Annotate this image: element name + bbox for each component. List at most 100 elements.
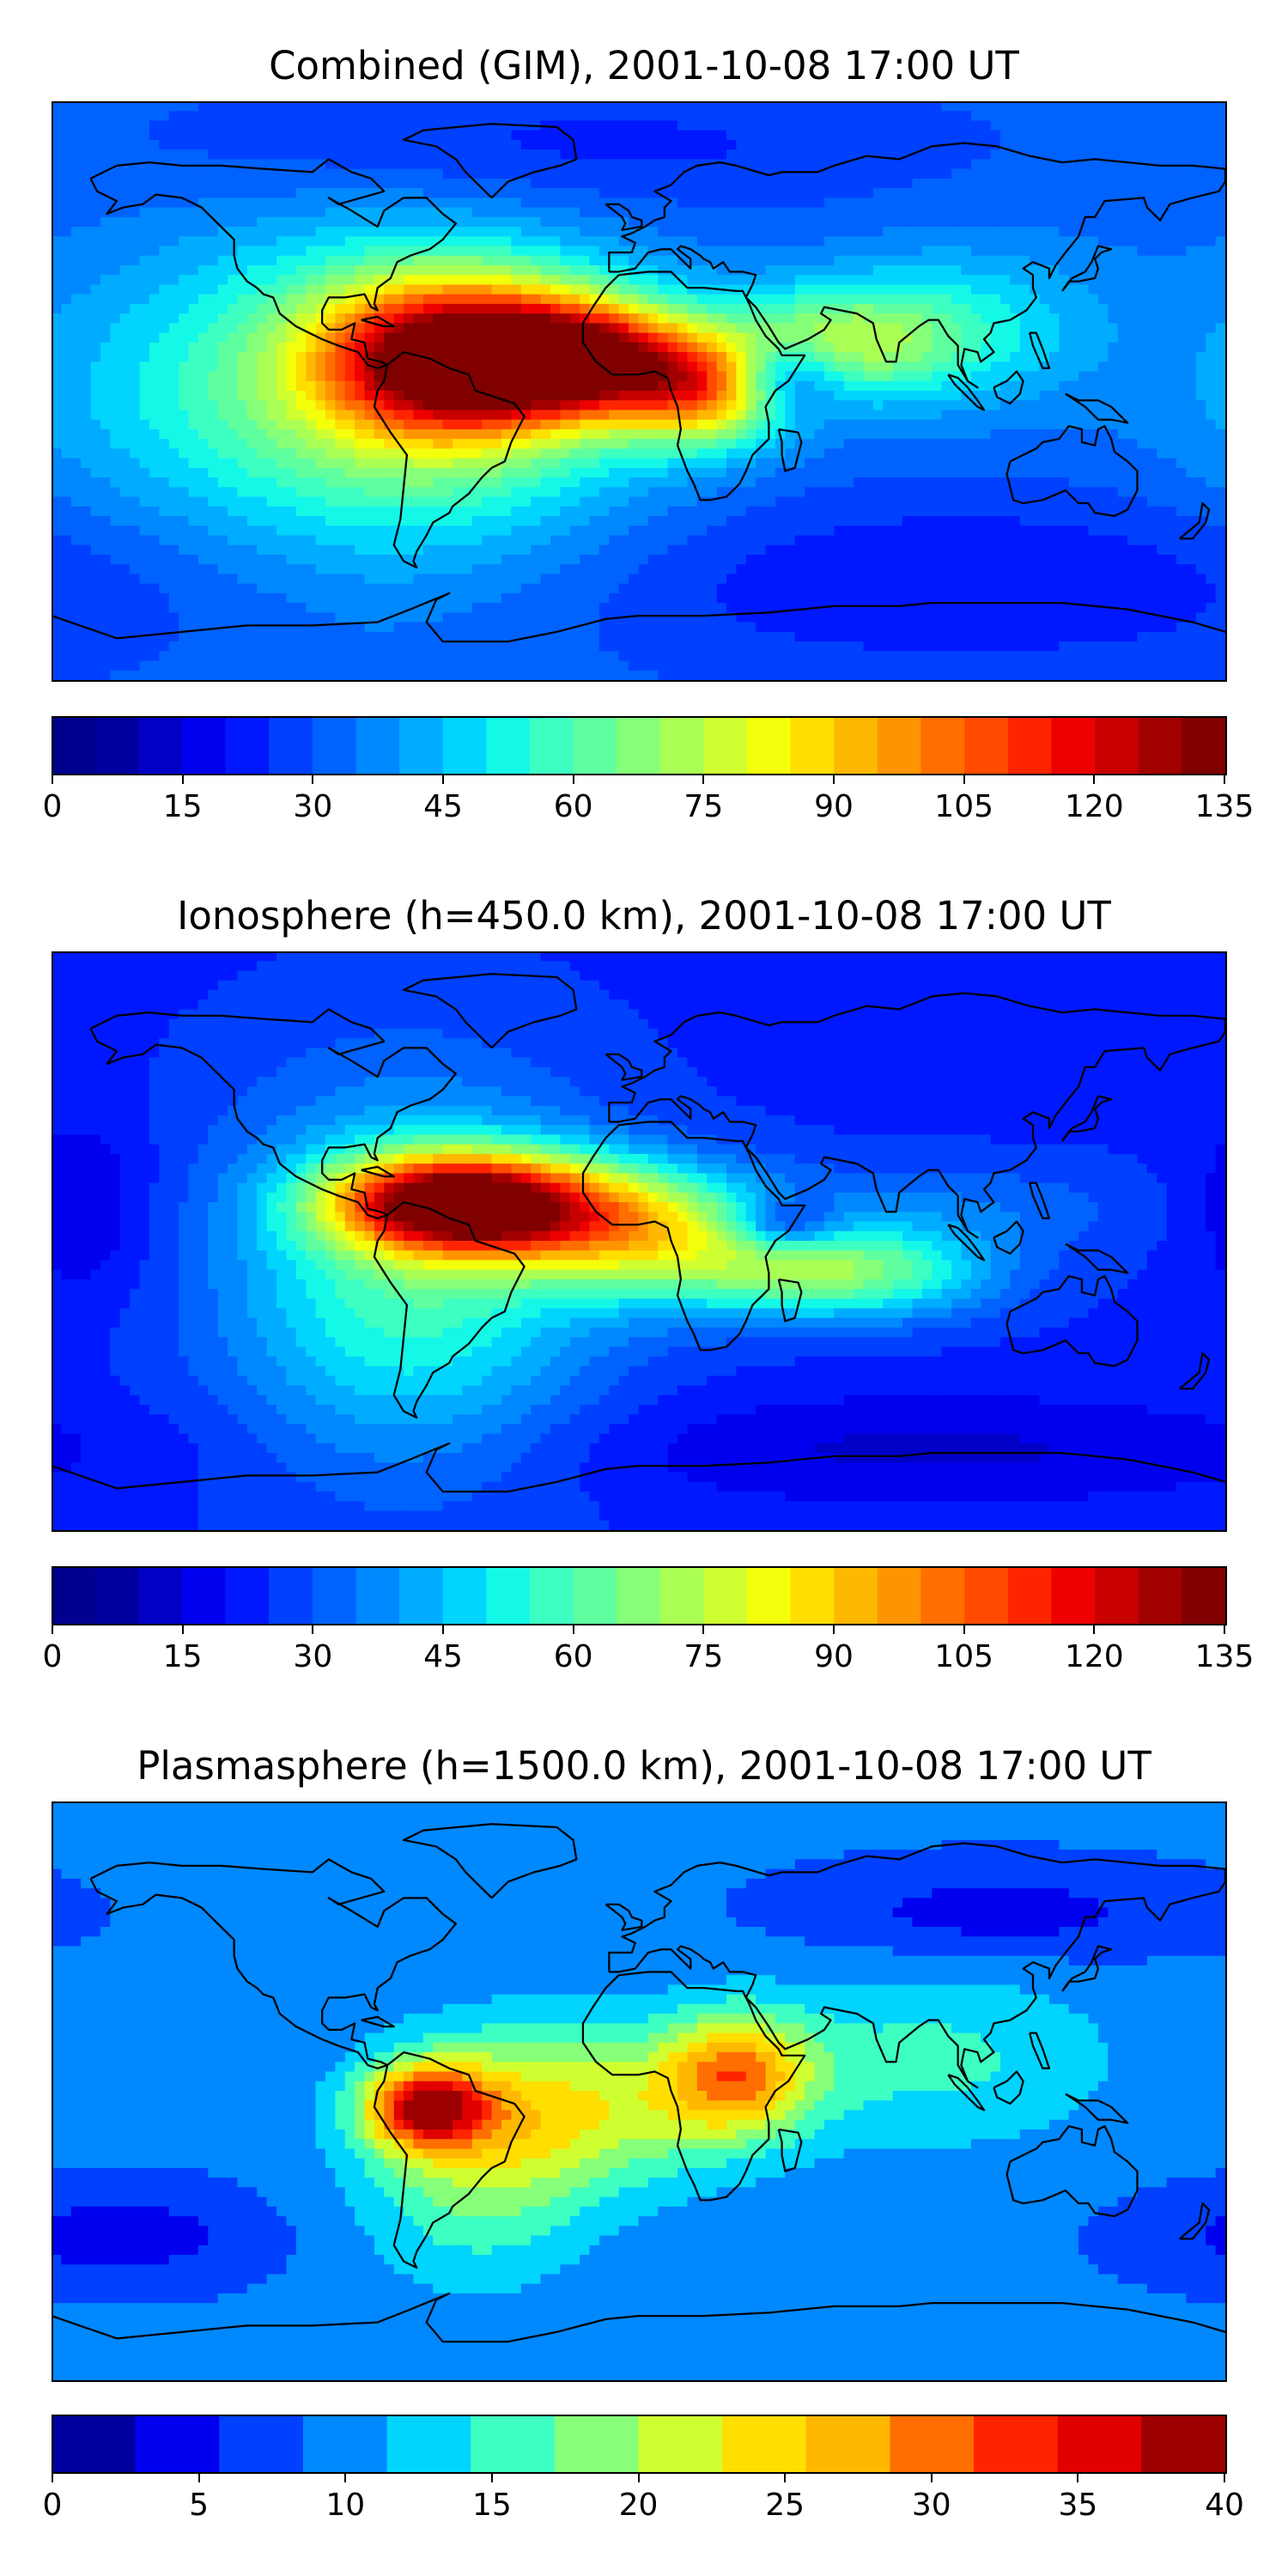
coastline-path	[1179, 2202, 1211, 2240]
colorbar-tick-label: 5	[189, 2488, 209, 2523]
colorbar-tick	[833, 774, 835, 784]
colorbar-tick	[1077, 2472, 1079, 2482]
colorbar-tick-label: 15	[163, 1639, 203, 1674]
colorbar-segment	[703, 716, 748, 774]
colorbar-segment	[964, 716, 1009, 774]
colorbar-segment	[964, 1566, 1009, 1624]
colorbar-tick	[442, 1624, 444, 1634]
colorbar-segment	[529, 716, 574, 774]
colorbar-segment	[617, 1566, 661, 1624]
coastline-path	[1005, 425, 1139, 518]
colorbar-segment	[790, 1566, 835, 1624]
colorbar-tick-label: 75	[683, 1639, 723, 1674]
panel-1-colorbar	[52, 716, 1226, 774]
colorbar-tick-label: 105	[934, 1639, 993, 1674]
colorbar-segment	[703, 1566, 748, 1624]
colorbar-tick-label: 90	[814, 789, 854, 824]
colorbar-tick	[490, 2472, 493, 2482]
colorbar-tick	[52, 774, 53, 784]
colorbar-tick	[1093, 1624, 1096, 1634]
colorbar-tick	[52, 2472, 53, 2482]
coastline-path	[361, 315, 395, 328]
colorbar-tick-label: 60	[554, 1639, 593, 1674]
colorbar-segment	[94, 1566, 139, 1624]
coastline-path	[1005, 1275, 1139, 1368]
colorbar-tick	[930, 2472, 933, 2482]
panel-2-map	[52, 951, 1225, 1530]
colorbar-tick	[963, 1624, 965, 1634]
colorbar-segment	[225, 1566, 270, 1624]
colorbar-tick	[702, 1624, 705, 1634]
coastline-path	[1065, 2093, 1129, 2124]
colorbar-tick-label: 120	[1065, 789, 1124, 824]
colorbar-tick-label: 20	[619, 2488, 659, 2523]
coastline-path	[1029, 331, 1051, 369]
coastline-path	[605, 1903, 643, 1931]
colorbar-tick-label: 0	[43, 2488, 63, 2523]
colorbar-tick-label: 30	[293, 789, 332, 824]
panel-2-colorbar-ticks: 0 15 30 45 60 75 90 105 120 135	[43, 1624, 1254, 1675]
coastline-path	[947, 2074, 986, 2111]
colorbar-segment	[219, 2415, 304, 2472]
coastline-path	[993, 2070, 1024, 2105]
colorbar-tick	[181, 774, 184, 784]
colorbar-segment	[1095, 716, 1139, 774]
coastline-path	[402, 123, 578, 199]
colorbar-segment	[617, 716, 661, 774]
coastline-path	[608, 1842, 1225, 2089]
coastline-path	[89, 1008, 457, 1219]
colorbar-tick-label: 75	[683, 789, 723, 824]
colorbar-segment	[225, 716, 270, 774]
colorbar-tick-label: 105	[934, 789, 993, 824]
colorbar-segment	[312, 1566, 357, 1624]
colorbar-tick-label: 135	[1195, 789, 1255, 824]
coastline-path	[947, 1224, 986, 1261]
colorbar-tick	[1224, 2472, 1225, 2482]
coastlines	[52, 123, 1225, 643]
coastline-path	[1029, 2032, 1051, 2069]
coastline-path	[402, 1823, 578, 1899]
colorbar-segment	[920, 716, 965, 774]
coastline-path	[402, 973, 578, 1049]
colorbar-segment	[805, 2415, 891, 2472]
coastline-path	[1029, 1182, 1051, 1219]
panel-1-colorbar-ticks: 0 15 30 45 60 75 90 105 120 135	[43, 774, 1254, 825]
coastline-path	[1005, 2125, 1139, 2218]
colorbar-segment	[1007, 1566, 1053, 1624]
colorbar-segment	[355, 1566, 400, 1624]
colorbar-tick	[572, 1624, 574, 1634]
coastline-path	[608, 992, 1225, 1239]
colorbar-tick-label: 10	[325, 2488, 365, 2523]
colorbar-segment	[52, 716, 96, 774]
colorbar-segment	[269, 716, 313, 774]
coastline-path	[777, 428, 803, 472]
colorbar-segment	[834, 716, 878, 774]
colorbar-segment	[138, 1566, 183, 1624]
coastline-path	[777, 1278, 803, 1322]
colorbar-segment	[94, 716, 139, 774]
colorbar-tick	[442, 774, 444, 784]
coastline-path	[1065, 1242, 1129, 1274]
coastline-path	[373, 350, 526, 569]
colorbar-segment	[312, 716, 357, 774]
colorbar-tick-label: 35	[1058, 2488, 1097, 2523]
coastline-path	[89, 1858, 457, 2069]
colorbar-segment	[1051, 1566, 1096, 1624]
colorbar-tick-label: 40	[1205, 2488, 1244, 2523]
colorbar-segment	[1182, 716, 1226, 774]
colorbar-segment	[890, 2415, 975, 2472]
colorbar-tick	[181, 1624, 184, 1634]
colorbar-tick-label: 120	[1065, 1639, 1124, 1674]
panel-2-colorbar	[52, 1566, 1226, 1624]
colorbar-segment	[1057, 2415, 1142, 2472]
tec-field-raster	[52, 1801, 1225, 2380]
coastline-path	[1179, 501, 1211, 540]
colorbar-segment	[399, 1566, 444, 1624]
colorbar-segment	[722, 2415, 807, 2472]
colorbar-segment	[877, 716, 922, 774]
colorbar-segment	[1095, 1566, 1139, 1624]
colorbar-segment	[486, 1566, 531, 1624]
coastlines	[52, 973, 1225, 1493]
coastline-path	[52, 2292, 1225, 2343]
panel-3-map	[52, 1801, 1225, 2380]
